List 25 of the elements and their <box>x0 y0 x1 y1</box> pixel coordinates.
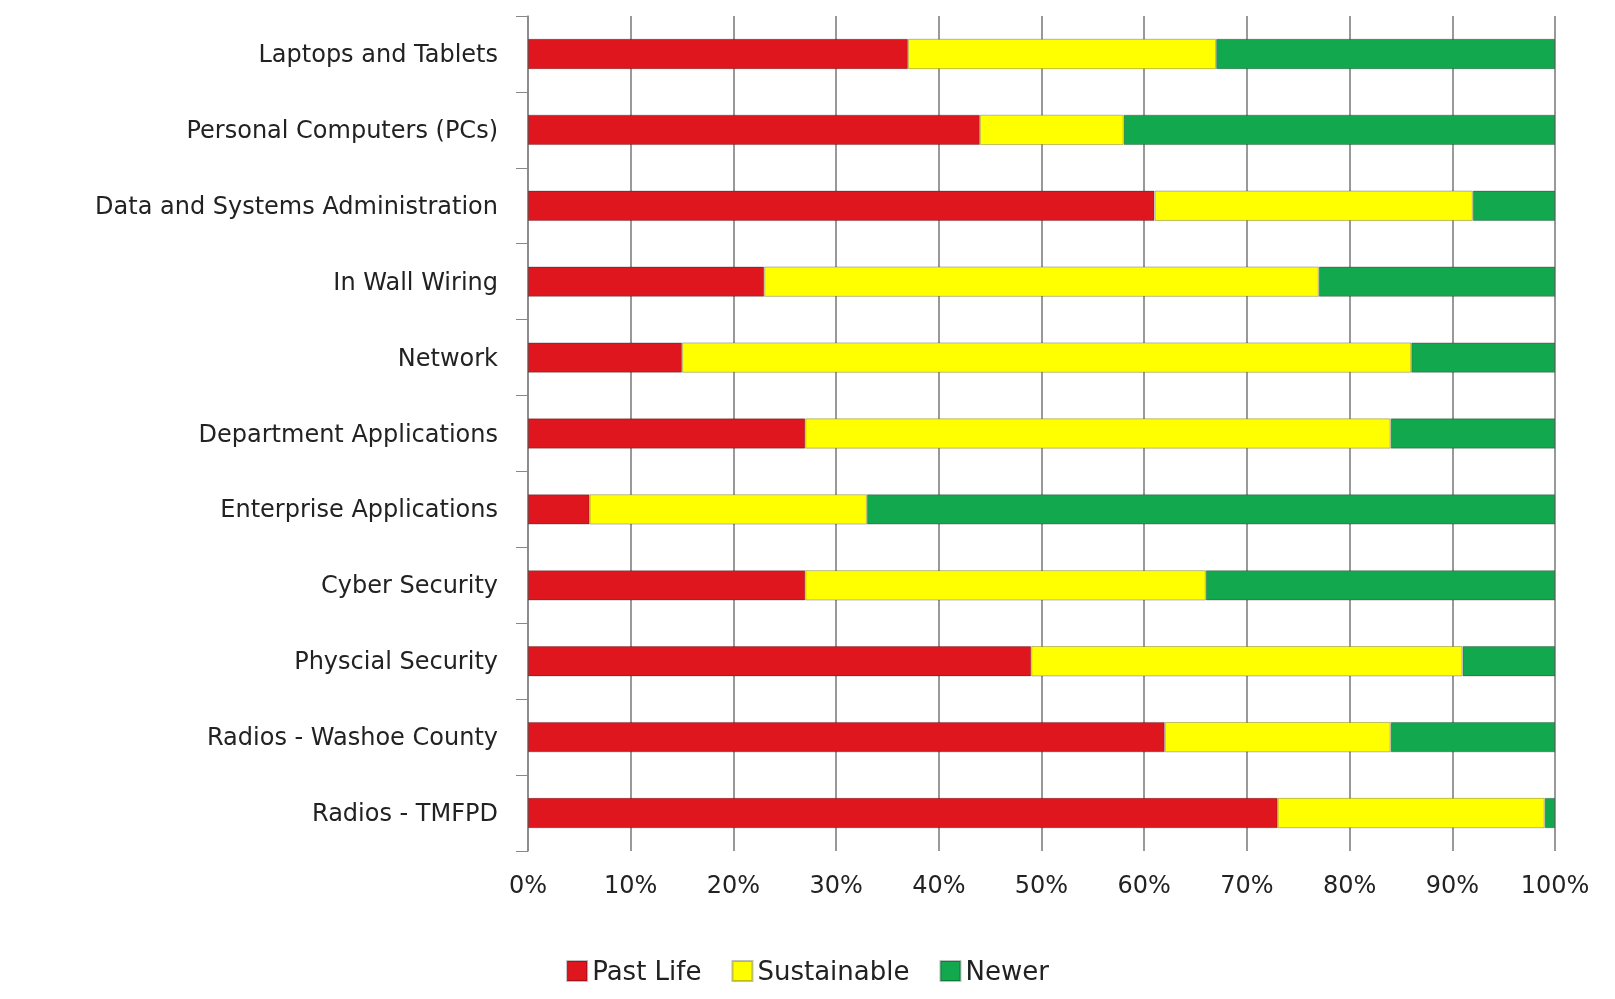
legend-label: Past Life <box>592 956 702 986</box>
x-tick-label: 10% <box>604 871 658 899</box>
y-tick-label: Radios - Washoe County <box>206 723 498 752</box>
y-tick-label: Department Applications <box>198 419 498 448</box>
y-tick-label: Laptops and Tablets <box>258 39 498 68</box>
y-tick-label: Radios - TMFPD <box>312 799 498 828</box>
y-tick-label: Enterprise Applications <box>220 495 498 524</box>
x-tick-label: 20% <box>706 871 761 899</box>
x-tick-label: 60% <box>1117 871 1171 899</box>
x-tick-label: 70% <box>1220 871 1274 899</box>
y-tick-label: Data and Systems Administration <box>95 191 498 220</box>
x-tick-label: 0% <box>508 871 548 899</box>
y-tick-label: Cyber Security <box>320 571 498 600</box>
x-tick-label: 30% <box>809 871 863 899</box>
y-tick-label: In Wall Wiring <box>333 267 498 296</box>
x-tick-label: 90% <box>1425 871 1479 899</box>
x-tick-label: 80% <box>1322 871 1377 899</box>
legend-label: Newer <box>965 956 1050 986</box>
x-tick-label: 100% <box>1520 871 1590 899</box>
y-tick-label: Network <box>397 343 499 372</box>
x-tick-label: 40% <box>912 871 966 899</box>
legend-label: Sustainable <box>757 956 910 986</box>
y-tick-label: Personal Computers (PCs) <box>186 115 498 144</box>
y-tick-label: Physcial Security <box>294 647 498 676</box>
x-tick-label: 50% <box>1014 871 1069 899</box>
